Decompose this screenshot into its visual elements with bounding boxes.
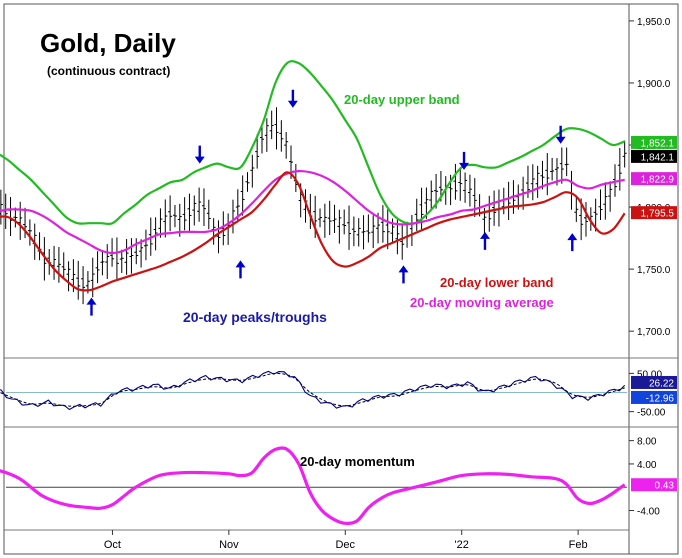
price-tick-label: 1,700.0 [637,327,671,338]
price-tick-label: 1,950.0 [637,17,671,28]
x-tick-label: Nov [219,539,239,551]
flag-lower: 1,795.5 [641,209,675,220]
chart-subtitle: (continuous contract) [47,64,170,78]
x-tick-label: '22 [455,539,469,551]
arrows-label: 20-day peaks/troughs [183,309,327,325]
upper-band-label: 20-day upper band [344,92,460,107]
x-tick-label: Feb [569,539,588,551]
momentum-line-path [0,446,626,526]
x-tick-label: Oct [104,539,121,551]
osc-signal-line [0,372,625,407]
up-arrow-icon [235,260,246,279]
band-lines [0,60,626,292]
price-tick-label: 1,900.0 [637,79,671,90]
osc-fast-line [0,370,626,411]
oscillator-lines [0,370,626,411]
down-arrow-icon [194,145,205,164]
down-arrow-icon [287,89,298,108]
flag-osc-fast: 26.22 [649,378,674,389]
moving-average-line [0,169,625,255]
flag-osc-fast-bg [631,375,677,389]
down-arrow-icon [555,125,566,144]
flag-lower-bg [631,206,677,220]
flag-osc-slow-bg [631,390,677,404]
momentum-line [0,446,626,526]
up-arrow-icon [398,265,409,284]
momentum-label: 20-day momentum [300,454,415,469]
peak-trough-arrows [86,89,578,316]
up-arrow-icon [567,233,578,252]
value-flags: 1,852.1 1,842.1 1,822.9 1,795.5 26.22 -12.96 0… [631,135,677,492]
lower-band-label: 20-day lower band [440,275,553,290]
osc-tick-label: -50.00 [637,408,666,419]
flag-ma: 1,822.9 [641,175,675,186]
x-tick-label: Dec [335,539,355,551]
flag-ma-bg [631,172,677,186]
flag-price-bg [631,149,677,163]
price-bars [0,107,627,305]
flag-price: 1,842.1 [641,152,675,163]
osc-tick-label: 50.00 [637,369,662,380]
mom-tick-label: 8.00 [637,437,657,448]
flag-momentum: 0.43 [655,481,675,492]
flag-upper: 1,852.1 [641,138,675,149]
mom-tick-label: 4.00 [637,460,657,471]
down-arrow-icon [459,151,470,170]
ma-label: 20-day moving average [410,295,554,310]
chart-title: Gold, Daily [40,28,176,58]
upper-band-line [0,60,626,226]
up-arrow-icon [86,297,97,316]
chart-frame [3,3,679,555]
grid-layer [6,392,627,488]
mom-tick-label: -4.00 [637,507,660,518]
price-tick-label: 1,750.0 [637,265,671,276]
flag-momentum-bg [631,478,677,492]
flag-osc-slow: -12.96 [646,393,675,404]
lower-band-line [0,171,626,292]
flag-upper-bg [631,135,677,149]
up-arrow-icon [479,231,490,250]
